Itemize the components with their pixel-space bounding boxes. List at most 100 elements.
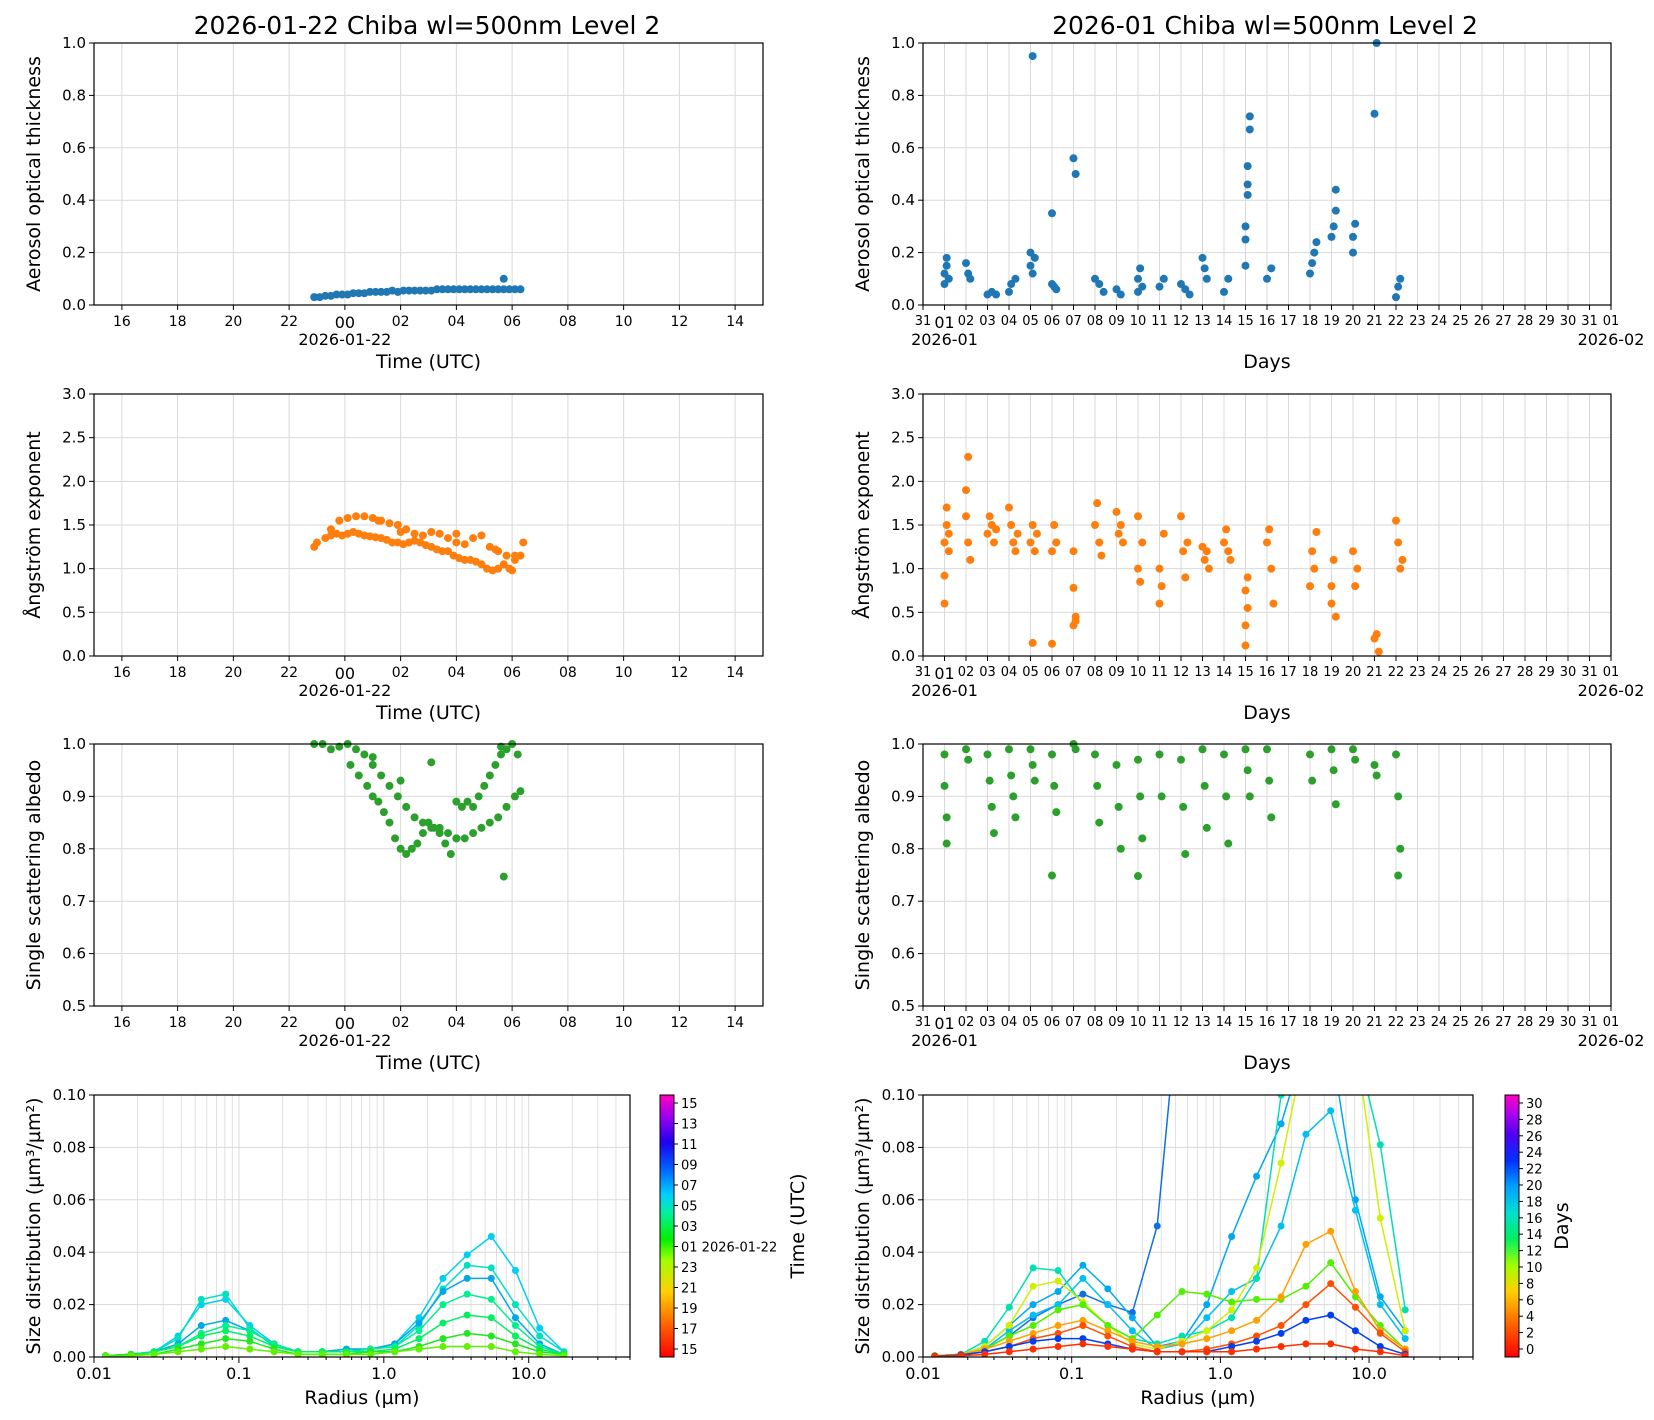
data-point [485,771,494,780]
x-tick-label: 22 [280,314,298,330]
data-point [1394,538,1403,547]
data-point [1331,185,1340,194]
data-point [992,525,1001,534]
series-point [1253,1295,1261,1303]
x-tick-label: 12 [1173,665,1190,680]
data-point [1265,525,1274,534]
series-point [487,1232,495,1240]
data-point [1243,190,1252,199]
series-point [439,1301,447,1309]
x-tick-label: 10 [1130,665,1147,680]
data-point [516,787,525,796]
y-tick-label: 0.00 [882,1348,915,1366]
data-point [1329,222,1338,231]
data-point [499,274,508,283]
data-point [1134,512,1142,521]
x-tick-label: 02 [392,1015,410,1031]
series-point [1054,1277,1062,1285]
series-point [294,1350,302,1357]
data-point [424,818,433,827]
data-point [1396,564,1405,573]
x-tick-label: 13 [1194,665,1211,680]
colorbar-tick-label: 30 [1526,1097,1543,1112]
data-point [1050,781,1059,790]
data-point [1374,647,1383,656]
series-point [1228,1327,1236,1335]
x-tick-label: 14 [1216,314,1233,329]
x-tick-label: 10 [615,1015,633,1031]
data-point [1331,612,1340,621]
series-point [1327,1227,1335,1235]
x-tick-label: 22 [280,665,298,681]
x-tick-label: 29 [1538,665,1555,680]
x-axis-label: Days [1243,351,1290,373]
series-point [1327,1039,1334,1046]
data-point [942,813,951,822]
x-tick-label: 20 [1345,665,1362,680]
data-point [404,286,413,295]
data-point [1202,823,1211,832]
data-point [510,551,519,560]
data-point [393,792,402,801]
y-tick-label: 0.06 [882,1191,915,1209]
data-point [962,745,970,754]
colorbar-tick-label: 16 [1526,1212,1543,1227]
data-point [494,813,503,822]
x-tick-label: 26 [1474,1015,1491,1030]
series-point [1376,1343,1384,1351]
data-point [452,834,461,843]
data-point [1222,525,1231,534]
data-point [1198,745,1207,754]
series-point [1079,1340,1087,1348]
data-point [352,512,361,521]
data-point [992,290,1001,299]
x-tick-label: 18 [169,1015,187,1031]
x-tick-label: 00 [335,313,355,332]
series-point [981,1350,989,1357]
series-point [1153,1222,1161,1230]
data-point [360,512,369,521]
data-point [1114,529,1123,538]
data-point [1136,792,1145,801]
series-point [1203,1348,1211,1356]
series-point [246,1345,254,1353]
series-point [318,1350,326,1357]
series-point [1401,1306,1409,1314]
series-point [1079,1316,1087,1324]
data-point [1099,287,1108,296]
data-point [1263,538,1271,547]
y-tick-label: 0.8 [62,840,86,858]
y-axis-label: Ångström exponent [851,431,874,619]
series-point [1376,1141,1384,1149]
data-point [455,285,464,294]
data-point [435,829,444,838]
series-point [439,1319,447,1327]
data-point [1134,564,1142,573]
chart-ssa_day: 0.5 0.6 0.7 0.8 0.9 1.0 Single scattering albe… [23,735,764,1074]
x-tick-label: 26 [1474,314,1491,329]
y-axis-label: Aerosol optical thickness [852,56,874,292]
x-tick-label: 30 [1560,665,1577,680]
x-axis-label: Days [1243,702,1290,724]
data-point [1026,538,1035,547]
data-point [1220,750,1228,759]
series-point [1376,1329,1384,1337]
colorbar-tick-label: 13 [681,1118,698,1133]
x-tick-label: 20 [1345,1015,1362,1030]
data-point [452,797,461,806]
data-point [1181,573,1190,582]
series-point [1203,1335,1211,1343]
series-point [1327,1259,1335,1267]
data-point [1116,844,1125,853]
series-point [1203,1290,1211,1298]
x-date-label-start: 2026-01 [911,1031,978,1050]
data-point [1071,617,1080,626]
x-tick-label: 15 [1237,665,1254,680]
data-point [1052,808,1061,817]
plot-frame [922,1094,1474,1358]
x-date-label-start: 2026-01 [911,330,978,349]
data-point [1349,547,1357,556]
data-point [1329,555,1338,564]
x-tick-label: 19 [1323,665,1340,680]
